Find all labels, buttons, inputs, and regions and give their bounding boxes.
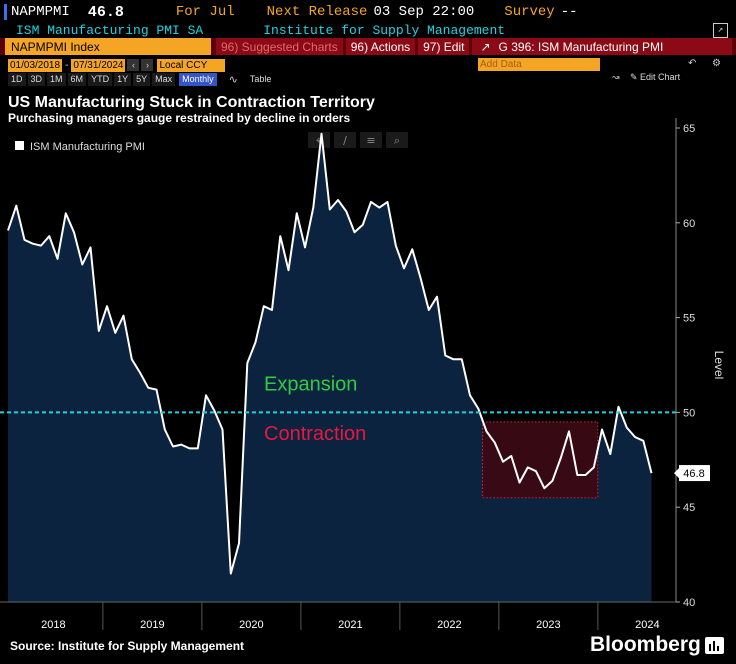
y-tick-label: 55: [683, 313, 695, 325]
zoom-icon: ⌕: [394, 134, 400, 147]
chart-title-text: G 396: ISM Manufacturing PMI: [498, 39, 664, 54]
list-icon-box: [360, 132, 382, 148]
source-note: Source: Institute for Supply Management: [10, 639, 244, 653]
x-tick-label: 2021: [338, 619, 362, 631]
prev-arrow-icon[interactable]: ‹: [127, 59, 140, 71]
period-max[interactable]: Max: [152, 72, 176, 86]
survey-value: --: [560, 4, 578, 20]
ticker-marker: [4, 4, 7, 20]
ticker-value: 46.8: [87, 3, 124, 21]
period-6m[interactable]: 6M: [67, 72, 87, 86]
currency-select[interactable]: Local CCY: [157, 58, 226, 72]
x-tick-label: 2018: [41, 619, 65, 631]
end-date-input[interactable]: 07/31/2024: [71, 58, 126, 72]
ticker-bar: NAPMPMI 46.8 For Jul Next Release 03 Sep…: [0, 2, 736, 22]
y-tick-label: 60: [683, 218, 695, 230]
line-chart-icon[interactable]: ∿: [228, 73, 238, 86]
list-icon: ≡: [366, 134, 375, 147]
export-icon: ↗: [480, 39, 491, 54]
y-tick-label: 45: [683, 502, 695, 514]
zoom-icon-box: [386, 132, 408, 148]
draw-icon: ∕: [343, 134, 347, 147]
bloomberg-mark-icon: [705, 637, 724, 654]
settings-icon[interactable]: ⚙: [712, 58, 721, 69]
period-1y[interactable]: 1Y: [114, 72, 132, 86]
period-1d[interactable]: 1D: [8, 72, 26, 86]
popout-icon[interactable]: ↗: [713, 23, 728, 38]
source-name: Institute for Supply Management: [263, 22, 506, 38]
pmi-chart: US Manufacturing Stuck in Contraction Te…: [0, 88, 736, 664]
last-value-pointer: [674, 468, 679, 479]
period-ytd[interactable]: YTD: [88, 72, 113, 86]
share-icon[interactable]: ↶: [688, 58, 697, 69]
y-tick-label: 50: [683, 407, 695, 419]
ticker-symbol: NAPMPMI: [11, 4, 70, 20]
y-axis-label: Level: [712, 351, 726, 380]
toolbar: NAPMPMI Index 96) Suggested Charts 96) A…: [0, 38, 736, 55]
period-1m[interactable]: 1M: [47, 72, 66, 86]
period-5y[interactable]: 5Y: [133, 72, 151, 86]
period-3d[interactable]: 3D: [27, 72, 46, 86]
date-range-bar: 01/03/2018 - 07/31/2024 ‹ › Local CCY Ad…: [8, 58, 721, 72]
x-tick-label: 2024: [635, 619, 659, 631]
period-list: 1D 3D 1M 6M YTD 1Y 5Y Max: [8, 72, 177, 86]
series-name: ISM Manufacturing PMI SA: [16, 22, 204, 38]
annotate-icon[interactable]: ↝: [612, 72, 620, 82]
survey-label: Survey: [504, 4, 555, 20]
suggested-charts-button[interactable]: 96) Suggested Charts: [216, 38, 343, 55]
edit-button[interactable]: 97) Edit: [418, 38, 470, 55]
period-bar: 1D 3D 1M 6M YTD 1Y 5Y Max Monthly ∿ Table ↝ ✎ E…: [0, 72, 736, 86]
series-line: [7, 132, 653, 575]
actions-button[interactable]: 96) Actions: [345, 38, 416, 55]
bloomberg-logo: Bloomberg: [590, 633, 701, 656]
x-tick-label: 2022: [437, 619, 461, 631]
series-bar: ISM Manufacturing PMI SA Institute for S…: [0, 22, 736, 38]
crosshair-icon-box: [308, 132, 330, 148]
legend-swatch: [15, 141, 24, 150]
crosshair-icon: ⌖: [316, 134, 322, 147]
start-date-input[interactable]: 01/03/2018: [8, 58, 63, 72]
draw-icon-box: [334, 132, 356, 148]
chart-title: US Manufacturing Stuck in Contraction Te…: [8, 94, 375, 111]
next-arrow-icon[interactable]: ›: [141, 59, 154, 71]
expansion-label: Expansion: [264, 374, 357, 396]
chart-title-field[interactable]: ↗ G 396: ISM Manufacturing PMI: [472, 38, 732, 55]
legend-label: ISM Manufacturing PMI: [30, 141, 145, 153]
plot-area: ⌖ ∕ ≡ ⌕ ISM Manufacturing PMI 2018 2019 2020 202…: [0, 118, 726, 631]
table-button[interactable]: Table: [249, 74, 272, 84]
last-value-tag: [679, 465, 710, 482]
y-tick-label: 65: [683, 123, 695, 135]
add-data-input[interactable]: Add Data: [478, 58, 600, 71]
edit-chart-button[interactable]: ✎ Edit Chart: [630, 72, 681, 82]
x-tick-label: 2020: [239, 619, 263, 631]
next-release-label: Next Release: [266, 4, 368, 20]
x-tick-label: 2023: [536, 619, 560, 631]
index-field[interactable]: NAPMPMI Index: [5, 38, 211, 55]
chart-subtitle: Purchasing managers gauge restrained by …: [8, 111, 350, 125]
next-release-date: 03 Sep 22:00: [373, 4, 475, 20]
edit-chart-label: Edit Chart: [640, 72, 681, 82]
contraction-label: Contraction: [264, 423, 366, 445]
last-value-label: 46.8: [683, 468, 704, 480]
contraction-highlight-box: [482, 421, 599, 499]
x-tick-label: 2019: [140, 619, 164, 631]
y-tick-label: 40: [683, 597, 695, 609]
frequency-select[interactable]: Monthly: [179, 72, 217, 86]
for-period: For Jul: [175, 4, 235, 20]
